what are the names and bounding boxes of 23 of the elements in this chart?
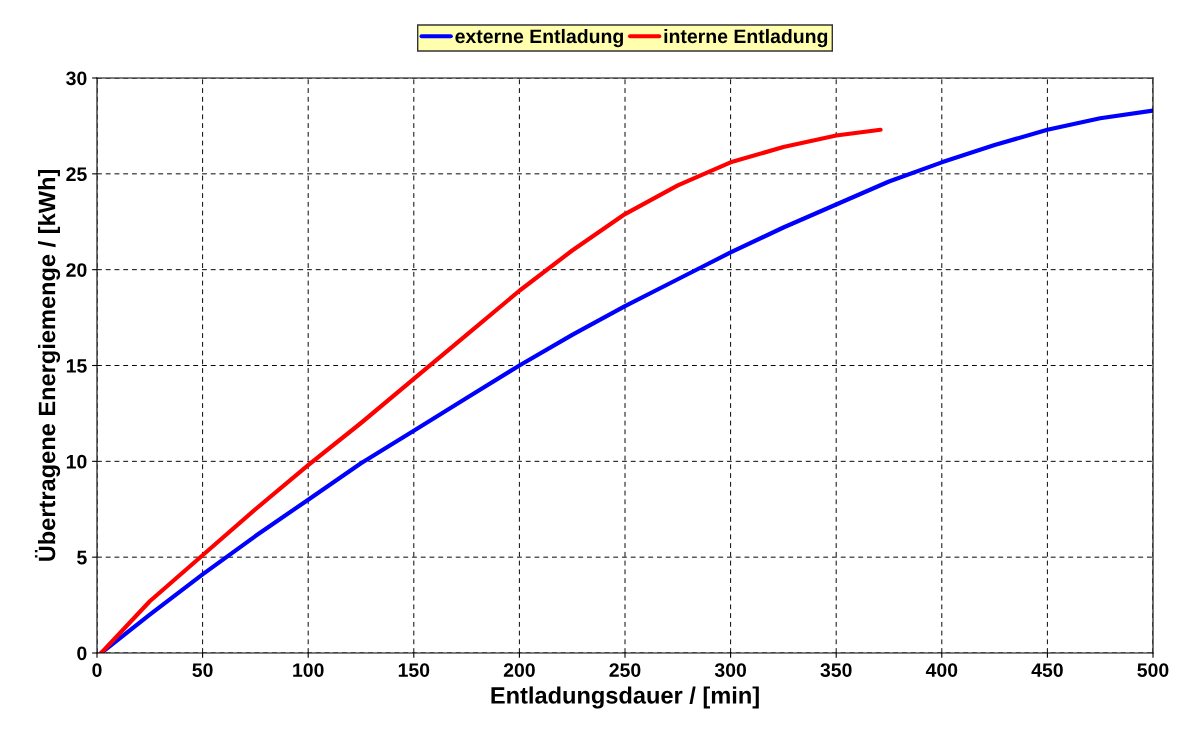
y-tick-label: 10 xyxy=(66,454,87,469)
x-tick-label: 150 xyxy=(398,663,430,677)
x-tick-label: 400 xyxy=(925,663,958,677)
x-axis-title: Entladungsdauer / [min] xyxy=(491,686,759,709)
x-tick-label: 100 xyxy=(293,663,324,677)
y-tick-label: 5 xyxy=(77,550,87,565)
y-tick-label: 20 xyxy=(66,263,87,277)
x-tick-label: 500 xyxy=(1137,663,1169,677)
y-axis-title: Übertragene Energiemenge / [kWh] xyxy=(34,170,61,561)
y-tick-label: 25 xyxy=(66,167,87,182)
x-tick-label: 0 xyxy=(92,663,102,677)
y-tick-label: 15 xyxy=(66,359,87,373)
x-tick-label: 300 xyxy=(714,663,747,678)
x-tick-label: 200 xyxy=(503,663,535,677)
x-tick-label: 250 xyxy=(609,663,641,677)
legend-label: interne Entladung xyxy=(664,28,828,48)
line-series xyxy=(99,127,883,653)
x-tick-label: 450 xyxy=(1031,663,1063,677)
legend-label: externe Entladung xyxy=(455,28,623,48)
x-tick-label: 350 xyxy=(820,663,852,678)
y-tick-label: 30 xyxy=(66,71,87,86)
x-tick-label: 50 xyxy=(192,663,213,677)
y-tick-label: 0 xyxy=(77,646,87,661)
